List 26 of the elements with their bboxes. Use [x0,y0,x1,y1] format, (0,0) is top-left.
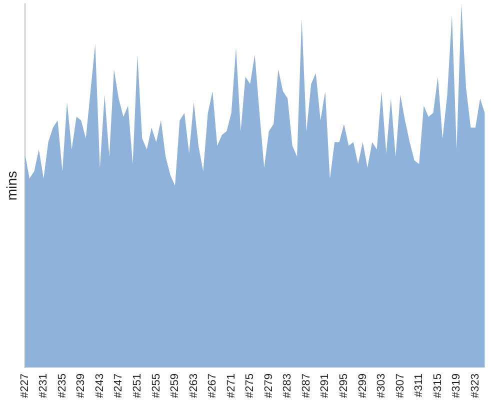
x-tick-label: #235 [56,374,68,398]
x-tick-label: #279 [262,374,275,398]
x-tick-label: #227 [18,374,31,398]
x-tick-label: #255 [150,374,162,398]
x-tick-label: #303 [376,374,388,398]
x-tick-label: #291 [319,374,332,398]
x-tick-label: #311 [413,374,426,398]
y-axis-title: mins [3,170,20,201]
x-tick-label: #299 [356,374,369,398]
x-tick-label: #231 [38,374,50,398]
x-tick-label: #243 [94,374,106,398]
x-tick-label: #251 [131,374,144,398]
x-tick-label: #267 [206,374,219,398]
x-tick-label: #247 [112,374,125,398]
x-tick-label: #323 [469,374,482,398]
x-tick-label: #315 [432,374,444,398]
x-tick-label: #283 [282,374,294,398]
x-tick-label: #271 [225,374,238,398]
x-tick-label: #287 [300,374,312,398]
x-tick-label: #307 [394,374,406,398]
x-tick-label: #239 [75,374,88,398]
x-tick-label: #295 [338,374,350,398]
x-tick-label: #259 [169,374,182,398]
x-tick-label: #319 [450,374,463,398]
x-tick-label: #275 [244,374,256,398]
x-tick-label: #263 [188,374,200,398]
